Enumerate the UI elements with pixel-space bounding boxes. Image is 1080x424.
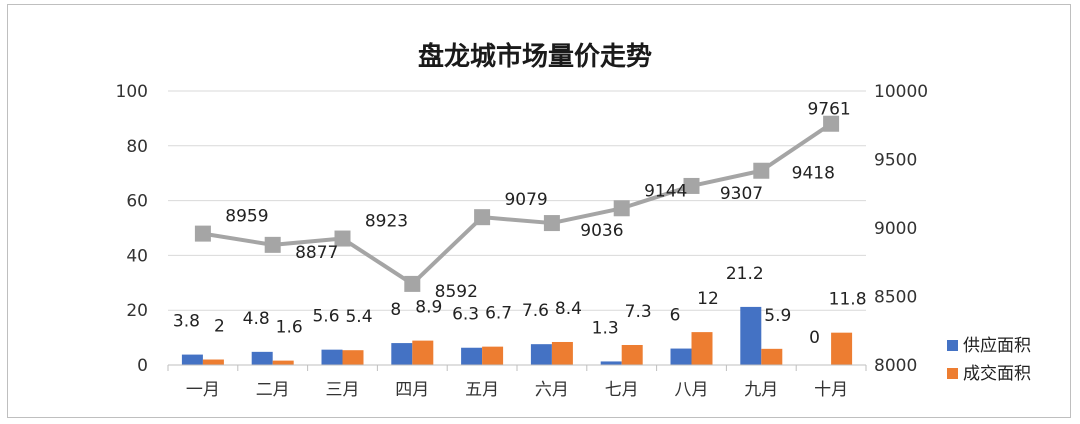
category-label: 三月	[326, 380, 360, 400]
bar-supply	[181, 354, 203, 365]
category-label: 二月	[256, 380, 290, 400]
category-label: 六月	[535, 380, 569, 400]
bar-deal	[621, 344, 643, 365]
right-axis: 8000 8500 9000 9500 10000	[874, 82, 928, 376]
price-data-label: 8592	[435, 282, 478, 302]
bar-data-label: 1.6	[276, 318, 303, 338]
bar-data-label: 2	[214, 317, 225, 337]
bar-supply	[251, 351, 273, 365]
price-data-label: 9307	[720, 184, 763, 204]
category-label: 九月	[744, 380, 778, 400]
right-tick-label: 8500	[874, 288, 917, 308]
bar-supply	[461, 347, 483, 365]
legend-label: 供应面积	[963, 336, 1031, 356]
price-marker	[264, 236, 281, 253]
bar-data-label: 5.4	[345, 307, 372, 327]
price-marker	[753, 162, 770, 179]
left-tick-label: 80	[126, 137, 148, 157]
bar-deal	[691, 332, 713, 365]
right-tick-label: 9500	[874, 151, 917, 171]
left-tick-label: 0	[137, 356, 148, 376]
left-axis: 0 20 40 60 80 100	[116, 82, 148, 376]
price-marker	[404, 275, 421, 292]
bar-data-label: 3.8	[173, 312, 200, 332]
bar-data-label: 6.3	[452, 305, 479, 325]
price-marker	[194, 225, 211, 242]
price-line	[194, 115, 840, 292]
price-data-label: 8877	[295, 243, 338, 263]
bar-data-label: 5.9	[764, 306, 791, 326]
chart-title: 盘龙城市场量价走势	[418, 41, 652, 72]
bar-data-label: 8.4	[555, 299, 582, 319]
price-marker	[683, 177, 700, 194]
category-label: 七月	[605, 380, 639, 400]
bar-data-label: 0	[809, 328, 820, 348]
left-tick-label: 20	[126, 301, 148, 321]
right-tick-label: 9000	[874, 219, 917, 239]
price-data-label: 9079	[504, 190, 547, 210]
chart-frame: 盘龙城市场量价走势 0 20 40 60 80 100 8000 8500 9000 9500 1…	[7, 4, 1071, 418]
legend-label: 成交面积	[963, 364, 1031, 384]
right-tick-label: 8000	[874, 356, 917, 376]
price-marker	[474, 209, 491, 226]
bar-data-label: 4.8	[243, 309, 270, 329]
bar-deal	[551, 341, 573, 365]
data-labels: 3.8 4.8 5.6 8 6.3 7.6 1.3 6 21.2 0 2 1.6 5.4 8.9 6.7 8.…	[173, 100, 867, 348]
left-tick-label: 60	[126, 192, 148, 212]
bar-deal	[482, 346, 504, 365]
bar-data-label: 7.3	[625, 302, 652, 322]
bar-data-label: 6.7	[485, 304, 512, 324]
bar-data-label: 1.3	[592, 318, 619, 338]
bar-supply	[600, 361, 622, 365]
bars	[181, 306, 853, 365]
legend-swatch	[947, 340, 958, 351]
bar-deal	[202, 359, 224, 365]
bar-deal	[831, 332, 853, 365]
bar-deal	[272, 360, 294, 365]
bar-supply	[530, 344, 552, 365]
price-data-label: 9036	[580, 221, 623, 241]
bar-data-label: 8.9	[415, 298, 442, 318]
category-label: 五月	[465, 380, 499, 400]
price-data-label: 8923	[365, 212, 408, 232]
bar-deal	[342, 350, 364, 365]
bar-data-label: 21.2	[726, 264, 764, 284]
price-marker	[823, 115, 840, 132]
left-tick-label: 100	[116, 82, 148, 102]
left-tick-label: 40	[126, 246, 148, 266]
bar-data-label: 5.6	[312, 307, 339, 327]
category-label: 一月	[186, 380, 220, 400]
bar-deal	[412, 340, 434, 365]
category-label: 八月	[675, 380, 709, 400]
bar-data-label: 11.8	[829, 290, 867, 310]
price-marker	[543, 215, 560, 232]
bar-supply	[321, 349, 343, 365]
bar-supply	[670, 348, 692, 365]
bar-supply	[391, 343, 413, 365]
price-marker	[613, 200, 630, 217]
bar-data-label: 8	[390, 300, 401, 320]
bar-data-label: 7.6	[522, 301, 549, 321]
x-axis: 一月 二月 三月 四月 五月 六月 七月 八月 九月 十月	[167, 364, 867, 400]
right-tick-label: 10000	[874, 82, 928, 102]
price-data-label: 9761	[807, 100, 850, 120]
legend-swatch	[947, 368, 958, 379]
category-label: 四月	[395, 380, 429, 400]
price-data-label: 8959	[225, 207, 268, 227]
price-line-path	[202, 122, 833, 286]
price-data-label: 9144	[644, 181, 687, 201]
bar-data-label: 6	[670, 306, 681, 326]
category-label: 十月	[814, 380, 848, 400]
bar-supply	[740, 306, 762, 365]
price-marker	[334, 230, 351, 247]
bar-deal	[761, 348, 783, 365]
bar-data-label: 12	[697, 289, 719, 309]
price-data-label: 9418	[792, 164, 835, 184]
